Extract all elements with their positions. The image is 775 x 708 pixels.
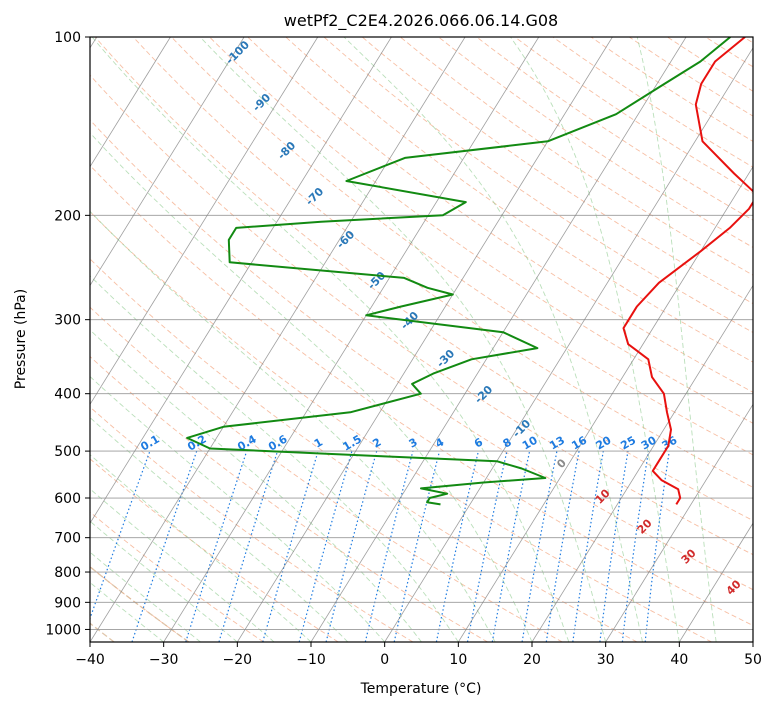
y-tick-label: 400 <box>54 387 81 403</box>
x-tick-label: 0 <box>380 652 389 668</box>
y-tick-label: 1000 <box>45 622 81 638</box>
mixing-ratio-line <box>621 451 650 642</box>
isotherm-line <box>531 284 753 642</box>
isotherm-line <box>678 522 753 642</box>
dry-adiabat-line <box>90 119 753 591</box>
dry-adiabat-line <box>209 37 753 424</box>
mixing-ratio-line <box>572 450 604 642</box>
moist-adiabat-line <box>343 37 643 642</box>
moist-adiabat-line <box>90 416 349 642</box>
isotherm-line <box>90 37 392 524</box>
chart-title: wetPf2_C2E4.2026.066.06.14.G08 <box>284 11 558 31</box>
x-tick-label: 50 <box>744 652 762 668</box>
mixing-ratio-line <box>325 450 378 642</box>
isotherm-line <box>90 37 171 168</box>
isotherm-line <box>384 47 753 642</box>
dry-adiabat-line <box>90 306 563 642</box>
dry-adiabat-line <box>552 37 753 168</box>
dry-adiabat-line <box>90 511 264 642</box>
moist-adiabat-line <box>90 581 164 642</box>
moist-adiabat-line <box>90 329 422 642</box>
mixing-ratio-line <box>218 450 279 642</box>
dry-adiabat-line <box>590 37 753 142</box>
dry-adiabat-line <box>438 37 753 248</box>
isobars <box>90 37 753 630</box>
mixing-ratio-line <box>521 450 558 642</box>
isotherm-line <box>90 37 466 642</box>
mixing-ratio-line <box>131 450 198 642</box>
dry-adiabat-line <box>90 258 638 642</box>
x-tick-label: 10 <box>449 652 467 668</box>
isotherm-line <box>605 403 753 642</box>
mixing-ratio-line <box>491 450 531 642</box>
dry-adiabat-line <box>285 37 753 363</box>
moist-adiabat-line <box>90 488 275 642</box>
dry-adiabat-line <box>90 211 712 642</box>
dry-adiabat-line <box>171 37 753 456</box>
y-tick-label: 600 <box>54 491 81 507</box>
moist-adiabat-line <box>90 454 312 642</box>
y-tick-label: 300 <box>54 313 81 329</box>
mixing-ratio-line <box>393 450 441 642</box>
moist-adiabat-line <box>90 210 496 642</box>
isotherm-line <box>90 37 319 406</box>
x-axis-label: Temperature (°C) <box>360 681 482 697</box>
y-tick-label: 200 <box>54 208 81 224</box>
dry-adiabat-line <box>94 37 753 522</box>
mixing-ratio-line <box>90 450 151 621</box>
y-tick-label: 800 <box>54 565 81 581</box>
moist-adiabat-line <box>91 37 570 642</box>
dewpoint-profile-line <box>186 37 731 506</box>
x-tick-label: −20 <box>223 652 253 668</box>
y-tick-label: 500 <box>54 444 81 460</box>
mixing-ratio-line <box>298 450 353 642</box>
mixing-ratio-line <box>545 450 580 642</box>
moist-adiabat-line <box>90 520 238 642</box>
moist-adiabat-line <box>510 37 680 642</box>
dry-adiabat-line <box>361 37 753 305</box>
isotherm-line <box>163 37 540 642</box>
x-tick-label: 40 <box>670 652 688 668</box>
moist-adiabat-line <box>90 375 386 642</box>
y-axis-ticks: 100 200 300 400 500 600 700 800 900 1000 <box>45 30 90 638</box>
x-tick-label: 30 <box>597 652 615 668</box>
isotherm-line <box>457 165 753 642</box>
temperature-profile-line <box>622 37 753 505</box>
moist-adiabat-line <box>90 275 459 642</box>
dry-adiabats <box>90 37 753 642</box>
isotherms <box>90 37 753 642</box>
isotherm-line <box>90 37 245 287</box>
plot-area: 0.1 0.2 0.4 0.6 1 1.5 2 3 4 6 8 10 13 16 20 25 30 36-100-… <box>90 37 753 642</box>
isotherm-line <box>310 37 687 642</box>
mixing-ratio-line <box>599 450 629 642</box>
moist-adiabat-line <box>90 551 201 642</box>
dry-adiabat-line <box>90 164 753 627</box>
x-tick-label: −10 <box>296 652 326 668</box>
y-tick-label: 100 <box>54 30 81 46</box>
y-tick-label: 900 <box>54 595 81 611</box>
plot-frame <box>89 36 754 643</box>
moist-adiabats <box>90 37 717 642</box>
y-tick-label: 700 <box>54 531 81 547</box>
dry-adiabat-line <box>476 37 753 221</box>
y-axis-label: Pressure (hPa) <box>13 289 29 389</box>
mixing-ratio-lines <box>90 450 670 642</box>
moist-adiabat-line <box>636 37 717 642</box>
mixing-ratio-line <box>466 450 508 642</box>
moist-adiabat-line <box>199 37 607 642</box>
mixing-ratio-line <box>435 450 479 642</box>
isotherm-line <box>236 37 613 642</box>
mixing-ratio-line <box>262 450 319 642</box>
mixing-ratio-line <box>364 450 414 642</box>
mixing-ratio-line <box>185 450 248 642</box>
x-tick-label: 20 <box>523 652 541 668</box>
dry-adiabat-line <box>247 37 753 393</box>
dry-adiabat-line <box>90 74 753 556</box>
profile-series <box>186 37 753 506</box>
x-tick-label: −40 <box>75 652 105 668</box>
x-tick-label: −30 <box>149 652 179 668</box>
x-axis-ticks: −40 −30 −20 −10 0 10 20 30 40 50 <box>75 642 762 668</box>
